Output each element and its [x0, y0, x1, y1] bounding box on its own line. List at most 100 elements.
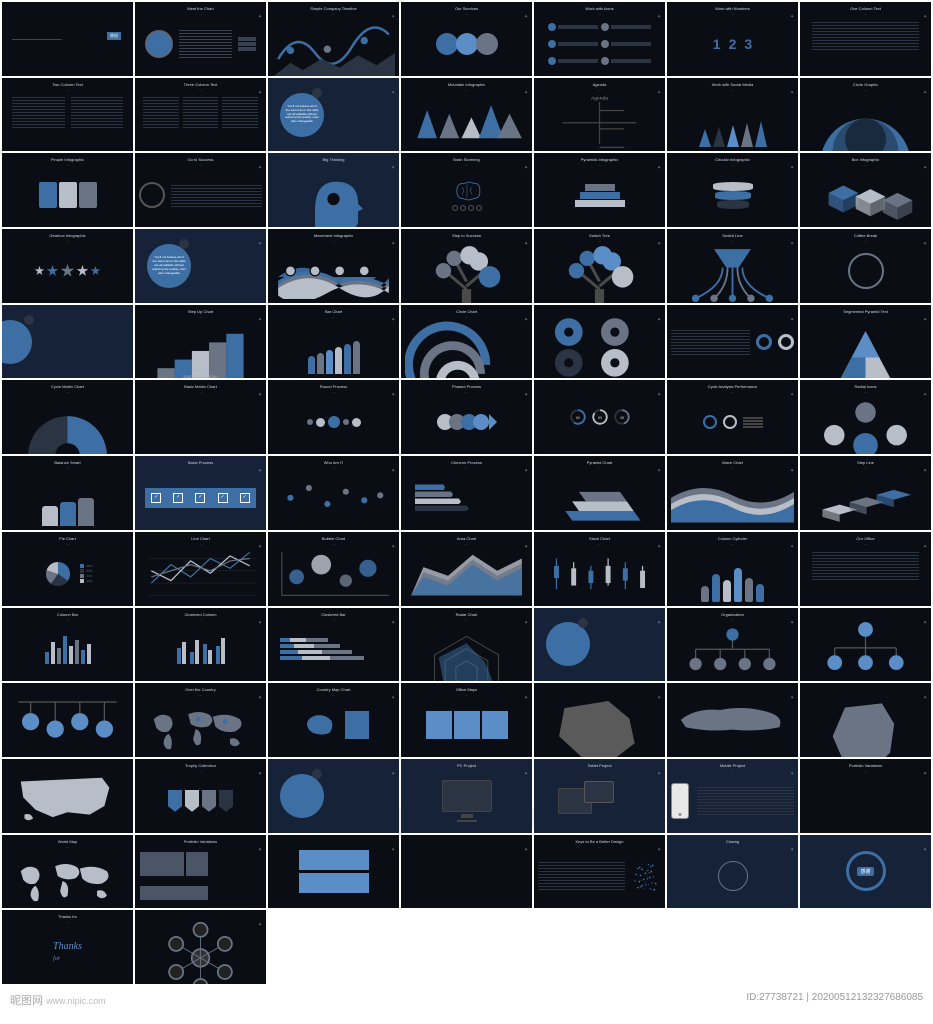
svg-text:85: 85	[598, 416, 602, 420]
slide-title: PC Project	[405, 763, 528, 768]
slide-saudi-map	[534, 683, 665, 757]
slide-callout-circle	[534, 608, 665, 682]
slide-title: Column Bar	[6, 612, 129, 617]
slide-title: Work with Icons	[538, 6, 661, 11]
brand-icon	[524, 535, 529, 540]
slide-title: Clustered Bar	[272, 612, 395, 617]
slide-callout-badge: 感谢	[800, 835, 931, 909]
slide-title: Work with Social Media	[671, 82, 794, 87]
slide-org-circles	[800, 608, 931, 682]
slide-icon-grid-2x3: Work with Icons—	[534, 2, 665, 76]
slide-title: Phased Process	[405, 384, 528, 389]
slide-title: Mobile Project	[671, 763, 794, 768]
slide-title: Cycle Matrix Chart	[6, 384, 129, 389]
slide-layered-3d: Pyramid Chart—	[534, 456, 665, 530]
slide-head-particles: Keys to Be a Better Design—	[534, 835, 665, 909]
slide-mountains: Mountain Infographic—	[401, 78, 532, 152]
slide-title: Bubble Chart	[272, 536, 395, 541]
slide-russia-map	[667, 683, 798, 757]
slide-title: Brain Storming	[405, 157, 528, 162]
slide-title: Area Chart	[405, 536, 528, 541]
slide-title: Coffee Break	[804, 233, 927, 238]
brand-icon	[258, 686, 263, 691]
slide-gears-4	[534, 305, 665, 379]
slide-numbers-3: Work with Numbers—123	[667, 2, 798, 76]
brand-icon	[524, 383, 529, 388]
slide-title: Switch Line	[671, 233, 794, 238]
slide-dots-scatter: Who Am I?—	[268, 456, 399, 530]
slide-title: Country Map Chart	[272, 687, 395, 692]
slide-org-chart: Organization—	[667, 608, 798, 682]
slide-bubble: Bubble Chart—	[268, 532, 399, 606]
brand-icon	[258, 838, 263, 843]
slide-france-map	[800, 683, 931, 757]
brand-icon	[391, 535, 396, 540]
slide-brain: Brain Storming—	[401, 153, 532, 227]
svg-text:Succes creative: Succes creative	[183, 374, 218, 379]
slide-phone: Mobile Project—	[667, 759, 798, 833]
slide-big-ring: Coffee Break—	[800, 229, 931, 303]
brand-icon	[524, 308, 529, 313]
slide-usa-map	[2, 759, 133, 833]
slide-tiles-3: Portfolio Variations—	[135, 835, 266, 909]
brand-icon	[790, 5, 795, 10]
slide-chevrons-4: Chevron Process—	[401, 456, 532, 530]
slide-callout-half	[2, 305, 133, 379]
slide-world-map-dark: Over the Country—	[135, 683, 266, 757]
slide-title: Two Column Text	[6, 82, 129, 87]
brand-icon	[923, 5, 928, 10]
brand-icon	[657, 81, 662, 86]
slide-gauges-3: 608545	[534, 380, 665, 454]
slide-callout-circle: You'll not believe all of the elements i…	[268, 78, 399, 152]
slide-tree-spring: Switch Tree—	[534, 229, 665, 303]
slide-agenda-tree: Agenda—Agenda	[534, 78, 665, 152]
slide-title: Keys to Be a Better Design	[538, 839, 661, 844]
slide-intro-circle: Meet the Chart—	[135, 2, 266, 76]
slide-title: Box Infographic	[804, 157, 927, 162]
slide-title: Organization	[671, 612, 794, 617]
brand-icon	[923, 383, 928, 388]
brand-icon	[657, 232, 662, 237]
brand-icon	[524, 459, 529, 464]
slide-title: Our Office	[804, 536, 927, 541]
slide-title: Trophy Collection	[139, 763, 262, 768]
brand-icon	[391, 459, 396, 464]
slide-title: Tablet Project	[538, 763, 661, 768]
slide-iso-boxes: Box Infographic—	[800, 153, 931, 227]
slide-funnel-lines: Switch Line—	[667, 229, 798, 303]
slide-pie: Pie Chart—35%25%20%20%	[2, 532, 133, 606]
slide-title: Stock Chart	[538, 536, 661, 541]
slide-title: Basic Process	[139, 460, 262, 465]
slide-title: Pyramid Chart	[538, 460, 661, 465]
brand-icon	[657, 762, 662, 767]
slide-title: Balance Smart	[6, 460, 129, 465]
slide-title: Radial Icons	[804, 384, 927, 389]
slide-title: Over the Country	[139, 687, 262, 692]
slide-radar: Radar Chart—	[401, 608, 532, 682]
brand-icon	[391, 156, 396, 161]
brand-icon	[923, 762, 928, 767]
slide-concentric: Circle Graphic—	[800, 78, 931, 152]
brand-icon	[923, 232, 928, 237]
brand-icon	[790, 81, 795, 86]
brand-icon	[391, 383, 396, 388]
slide-hang-circles	[2, 683, 133, 757]
slide-wave-stack: Wave Chart—	[667, 456, 798, 530]
slide-title: Clustered Column	[139, 612, 262, 617]
slide-title: Big Thinking	[272, 157, 395, 162]
slide-text-1col: One Column Text—	[800, 2, 931, 76]
slide-title: Circular Infographic	[671, 157, 794, 162]
brand-icon	[657, 459, 662, 464]
slide-closing-ring: Closing—	[667, 835, 798, 909]
slide-tablets: Tablet Project—	[534, 759, 665, 833]
slide-title: Portfolio Variations	[804, 763, 927, 768]
slide-title: People Infographic	[6, 157, 129, 162]
slide-arc-3: Circle Chart—	[401, 305, 532, 379]
slide-area: Area Chart—	[401, 532, 532, 606]
brand-icon	[524, 838, 529, 843]
slide-title: Portfolio Variations	[139, 839, 262, 844]
slide-title: Column Cylinder	[671, 536, 794, 541]
slide-pyramid-bars: Pyramids Infographic—	[534, 153, 665, 227]
slide-people-boxes: People Infographic—	[2, 153, 133, 227]
brand-icon	[258, 535, 263, 540]
